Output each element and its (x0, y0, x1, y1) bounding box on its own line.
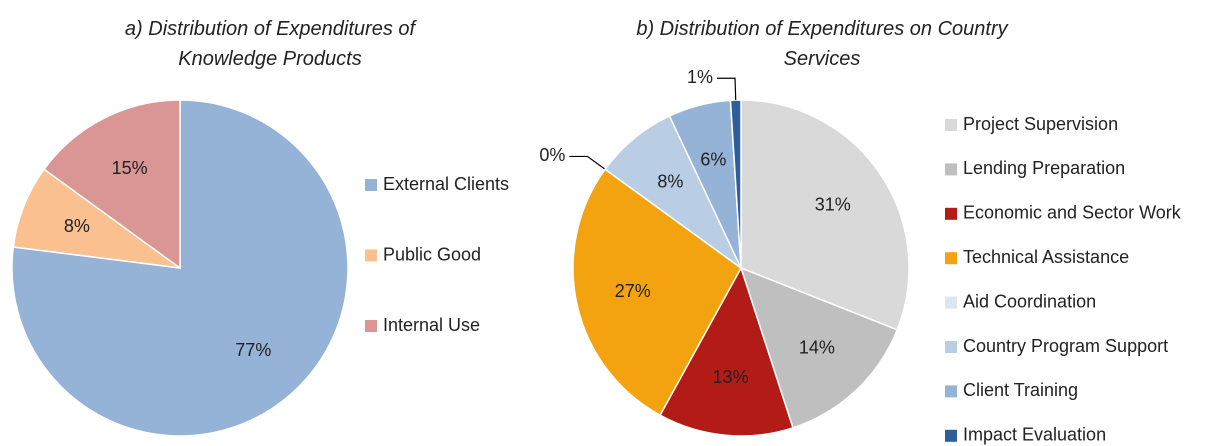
pie-slice (729, 99, 742, 269)
data-label: 8% (657, 171, 683, 191)
legend-label: Aid Coordination (963, 291, 1096, 311)
legend-label: Country Program Support (963, 336, 1168, 356)
legend-swatch (945, 252, 957, 265)
legend-swatch (365, 249, 377, 262)
pie-slice (659, 266, 794, 437)
legend-label: Impact Evaluation (963, 425, 1106, 445)
legend-swatch (945, 207, 957, 220)
leader-line (569, 155, 606, 170)
data-label: 8% (64, 216, 90, 236)
legend-swatch (365, 320, 377, 332)
legend-swatch (945, 119, 957, 131)
legend-swatch (365, 179, 377, 191)
data-label: 6% (700, 149, 726, 169)
legend-label: Client Training (963, 380, 1078, 400)
data-label: 27% (615, 281, 651, 301)
legend-label: Economic and Sector Work (963, 203, 1182, 223)
data-label: 0% (539, 145, 565, 165)
data-label: 13% (713, 367, 749, 387)
data-label: 14% (799, 338, 835, 358)
legend-swatch (945, 163, 957, 176)
legend-label: Public Good (383, 244, 481, 264)
legend-label: Internal Use (383, 315, 480, 335)
pie-slice (572, 168, 742, 417)
legend-swatch (945, 341, 957, 353)
legend-label: Project Supervision (963, 114, 1118, 134)
data-label: 15% (112, 158, 148, 178)
pie-slice (43, 99, 181, 270)
legend-swatch (945, 429, 957, 442)
pie-slice (11, 99, 349, 437)
data-label: 77% (235, 340, 271, 360)
chart-title: a) Distribution of Expenditures of Knowle… (125, 18, 418, 70)
chart-title: b) Distribution of Expenditures on Count… (636, 18, 1008, 70)
legend-label: Lending Preparation (963, 158, 1125, 178)
legend-swatch (945, 385, 957, 398)
legend-swatch (945, 296, 957, 309)
legend-label: Technical Assistance (963, 247, 1129, 267)
leader-line (717, 77, 737, 101)
pie-slice (740, 99, 910, 331)
data-label: 31% (815, 194, 851, 214)
legend-label: External Clients (383, 174, 509, 194)
data-label: 1% (687, 67, 713, 87)
